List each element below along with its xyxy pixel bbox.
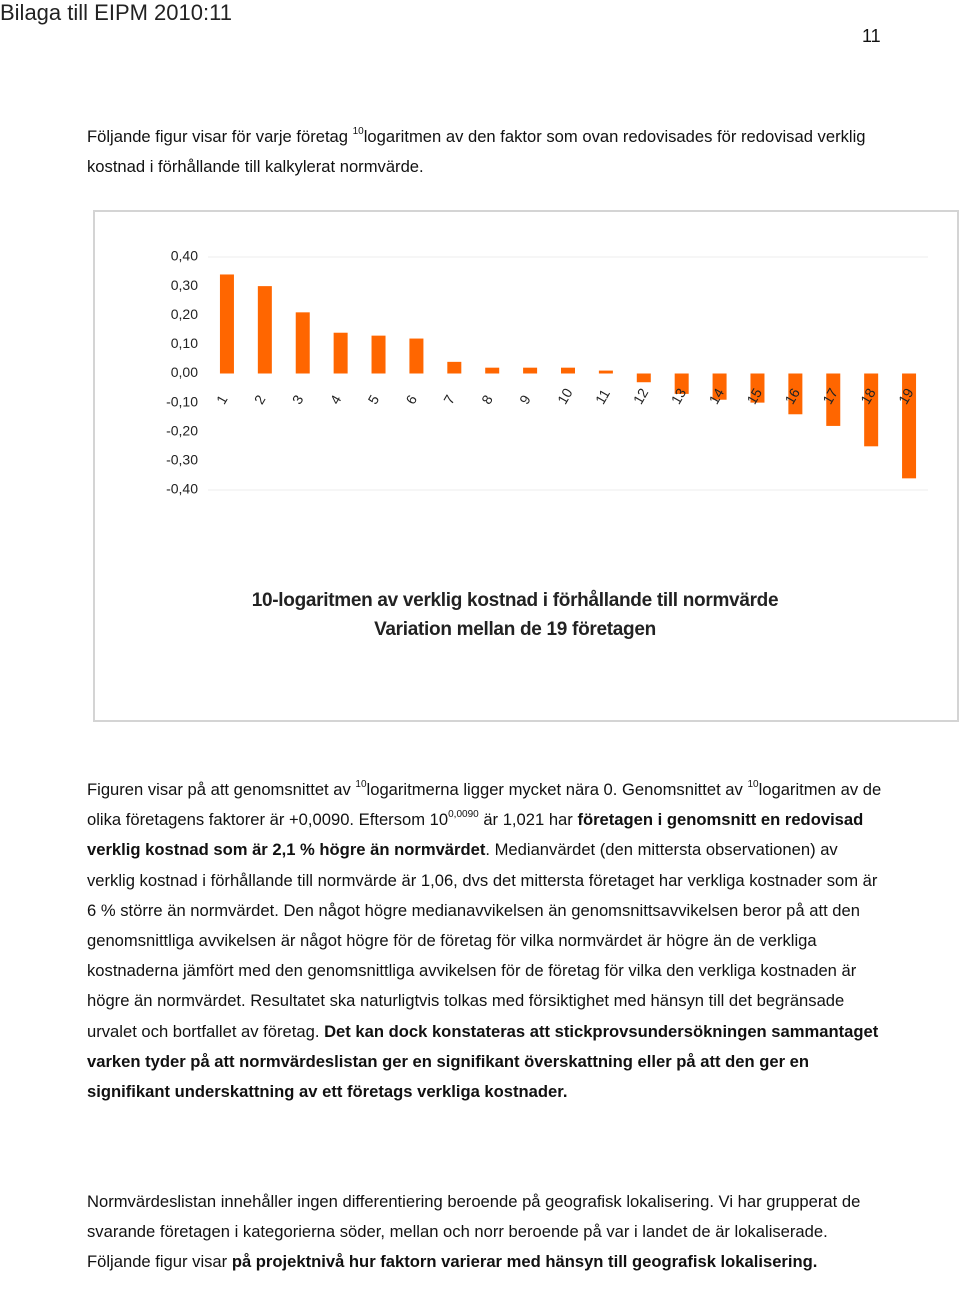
x-tick-label: 1 [213,392,231,407]
x-tick-label: 18 [857,385,879,407]
x-tick-label: 17 [819,385,841,407]
text-run: Figuren visar på att genomsnittet av [87,780,356,799]
bar [219,274,234,374]
chart: 10-logaritmen av verklig kostnad i förhå… [166,248,928,640]
bar [788,373,803,415]
x-tick-label: 2 [251,392,269,407]
paragraph: Figuren visar på att genomsnittet av 10l… [87,775,887,1107]
y-tick-label: -0,10 [166,393,198,409]
paragraph: Följande figur visar för varje företag 1… [87,122,887,182]
x-tick-label: 8 [478,392,496,407]
bar [295,312,310,374]
bar [864,373,879,447]
x-tick-label: 4 [327,392,345,407]
y-tick-label: 0,20 [171,306,198,322]
bold-text: företagen i genomsnitt en redovisad verk… [87,810,864,860]
x-tick-label: 11 [592,386,613,407]
x-tick-label: 19 [895,385,917,407]
y-tick-label: 0,10 [171,335,198,351]
superscript: 10 [355,779,367,790]
bar [409,338,424,374]
x-tick-label: 5 [364,392,382,407]
x-tick-label: 7 [440,392,458,407]
bar [447,361,462,374]
chart-frame: 10-logaritmen av verklig kostnad i förhå… [93,210,959,722]
y-tick-label: -0,30 [166,452,198,468]
x-tick-label: 13 [668,385,690,407]
page-number: 11 [862,26,881,46]
y-tick-label: 0,30 [171,277,198,293]
superscript: 0,0090 [448,809,479,821]
text-run: . Medianvärdet (den mittersta observatio… [87,840,878,1041]
y-tick-label: 0,40 [171,248,198,264]
x-tick-label: 15 [743,385,765,407]
bar [333,332,348,374]
text-run: logaritmen av de olika företagens faktor… [87,780,882,830]
x-tick-label: 9 [516,392,534,407]
bold-text: Det kan dock konstateras att stickprovsu… [87,1021,879,1102]
bar [902,373,917,479]
bar [485,367,500,374]
x-tick-label: 12 [630,385,652,407]
bar [598,370,613,374]
y-tick-label: -0,20 [166,422,198,438]
bar [750,373,765,403]
y-tick-label: -0,40 [166,481,198,497]
x-tick-label: 16 [781,385,803,407]
bold-text: på projektnivå hur faktorn varierar med … [231,1252,818,1272]
bar [371,335,386,374]
text-run: är 1,021 har [478,810,578,830]
text-run: logaritmerna ligger mycket nära 0. Genom… [366,780,748,799]
x-tick-label: 14 [706,385,728,407]
bar [523,367,538,374]
bar [826,373,841,426]
text-run: logaritmen av den faktor som ovan redovi… [87,127,866,177]
superscript: 10 [352,126,364,137]
text-run: Normvärdeslistan innehåller ingen differ… [87,1192,861,1272]
x-tick-label: 6 [402,392,420,407]
x-tick-label: 10 [554,385,576,407]
bar [257,286,272,374]
bar [674,373,689,394]
chart-subtitle: Variation mellan de 19 företagen [374,619,656,640]
bar [712,373,727,400]
text-run: Följande figur visar för varje företag [87,127,353,146]
bar [561,367,575,374]
bar [636,373,651,383]
x-tick-label: 3 [289,392,307,407]
running-header: Bilaga till EIPM 2010:11 [0,0,232,25]
y-tick-label: 0,00 [171,364,198,380]
chart-title: 10-logaritmen av verklig kostnad i förhå… [252,590,779,611]
paragraph: Normvärdeslistan innehåller ingen differ… [87,1187,887,1278]
superscript: 10 [747,779,759,790]
